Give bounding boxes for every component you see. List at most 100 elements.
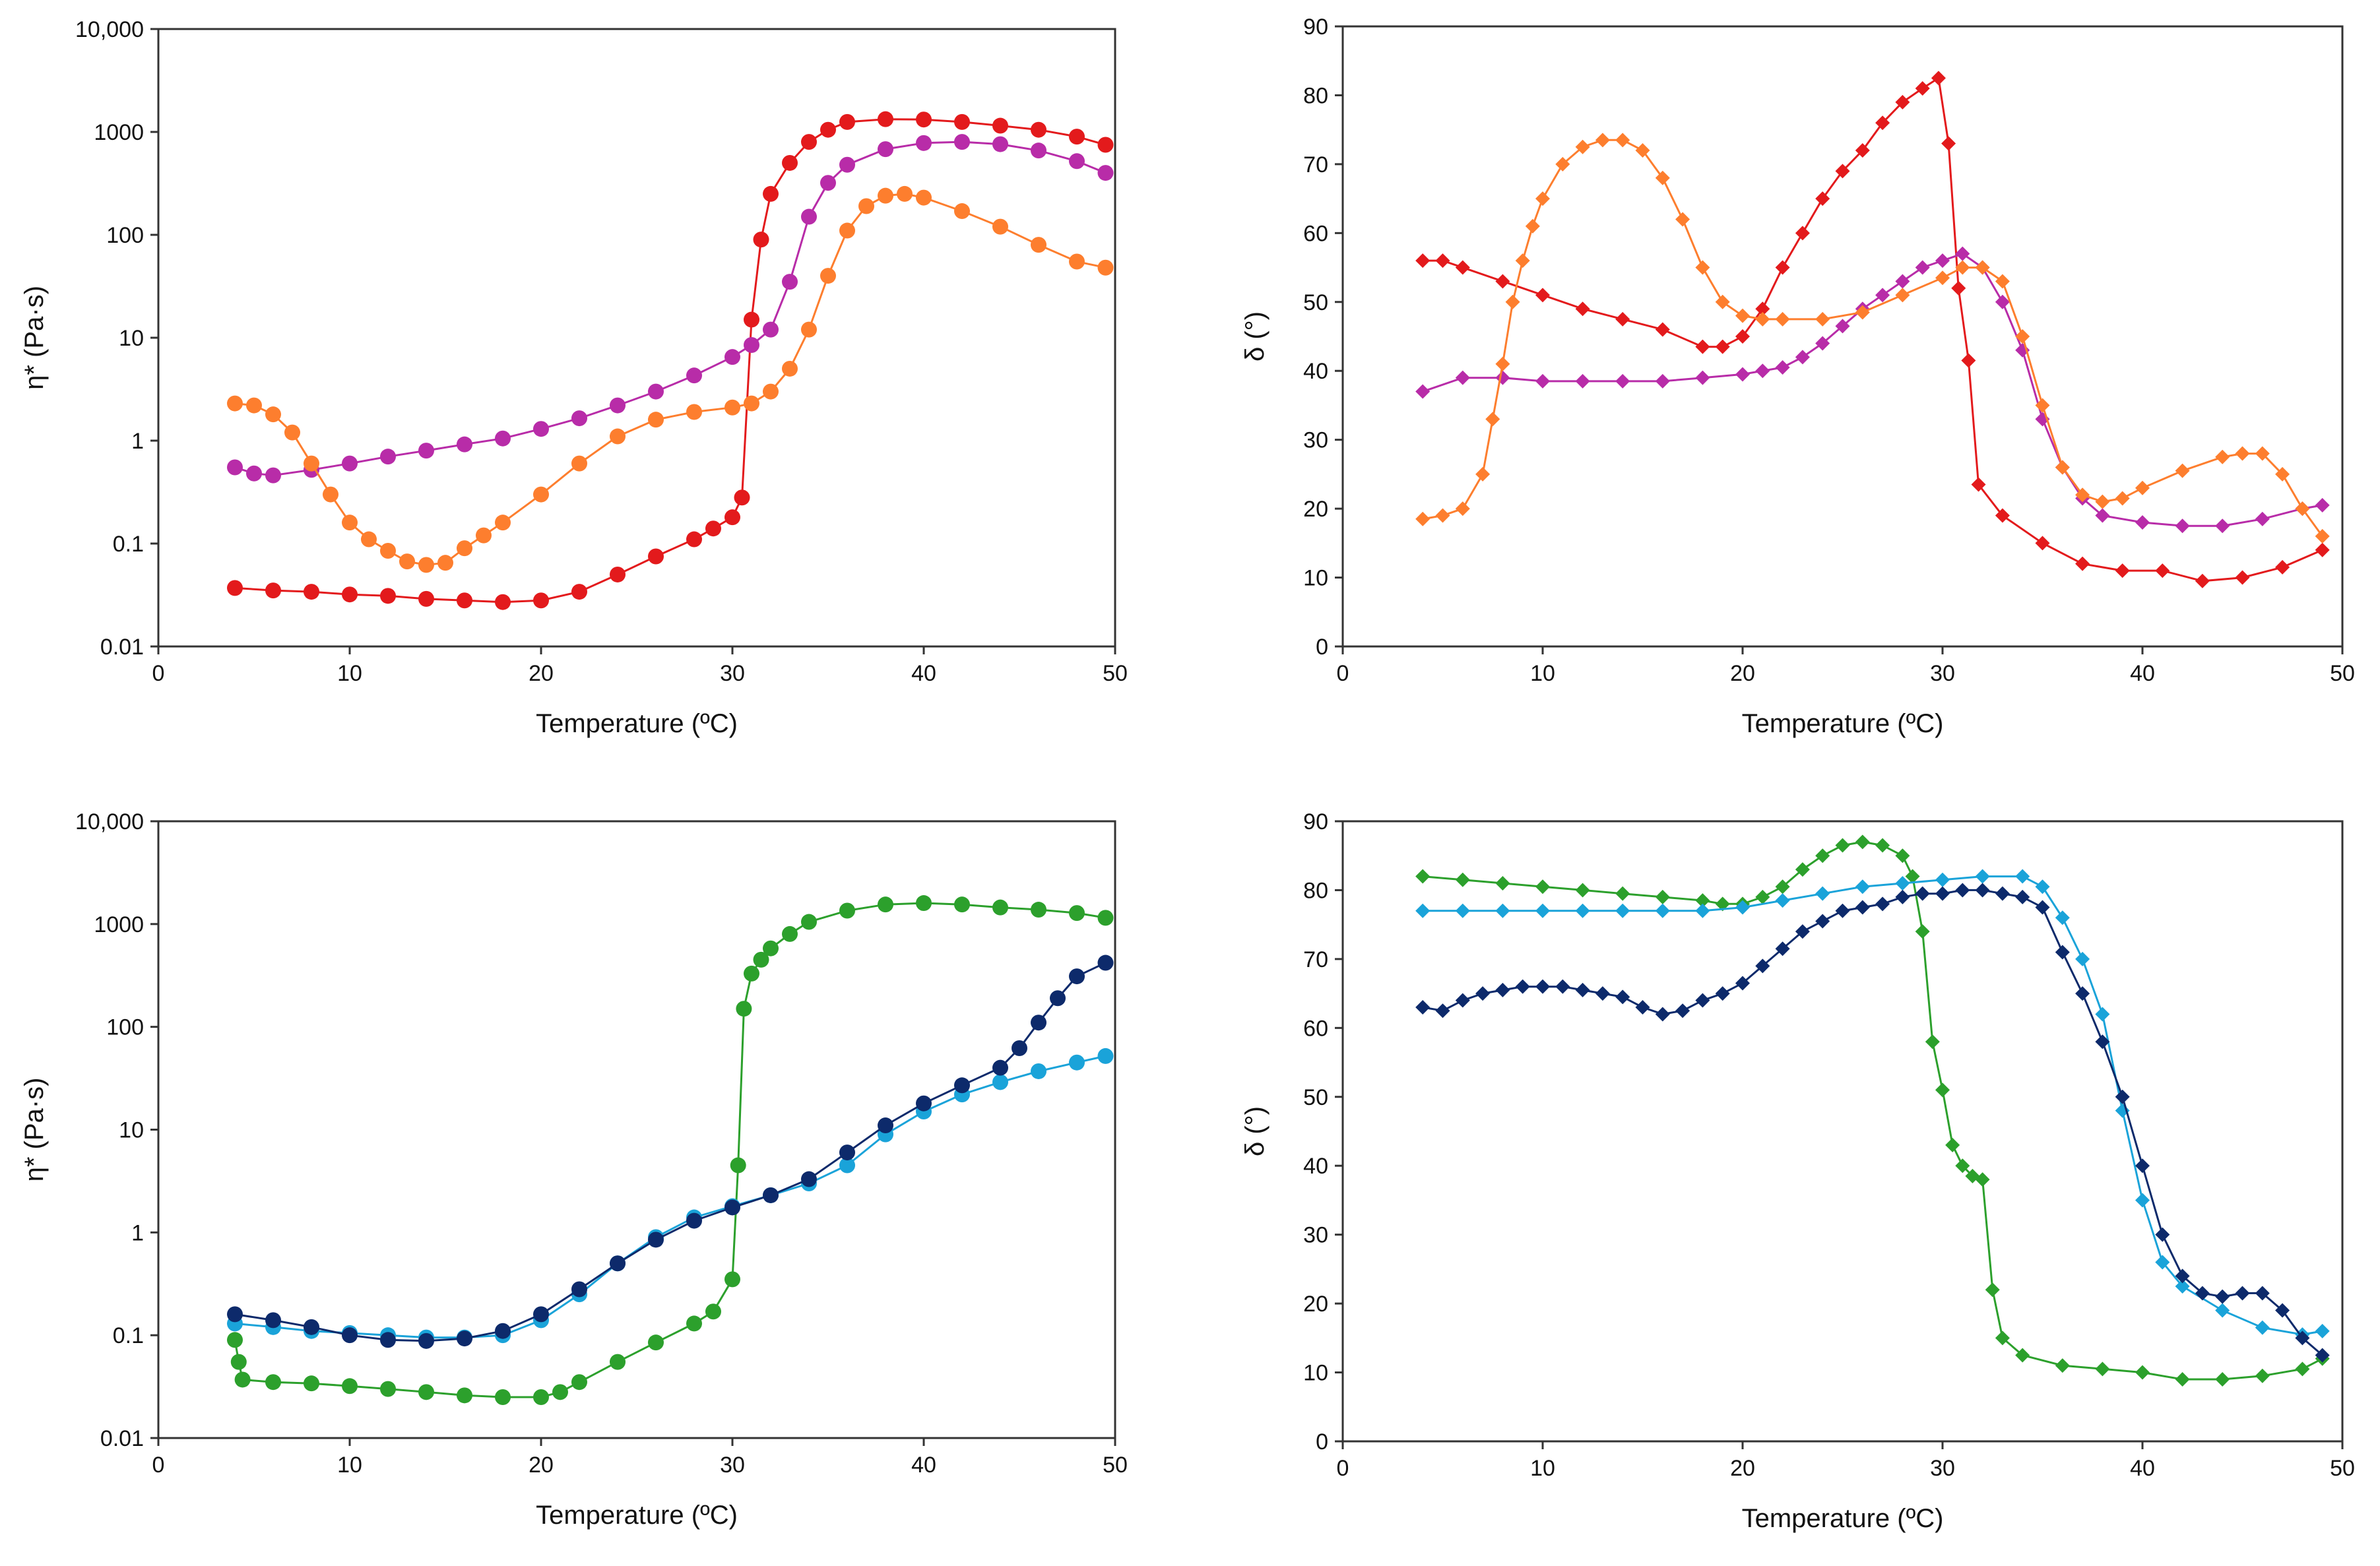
x-tick-label: 40 [911, 661, 936, 686]
data-point [246, 465, 262, 482]
data-point [1012, 1040, 1027, 1057]
y-tick-label: 80 [1303, 83, 1328, 108]
data-point [1575, 982, 1590, 997]
y-tick-label: 1 [131, 1220, 144, 1245]
data-point [1695, 893, 1710, 908]
data-point [1495, 274, 1510, 289]
data-point [1855, 305, 1870, 320]
y-tick-label: 40 [1303, 1154, 1328, 1179]
data-point [1495, 876, 1510, 891]
data-point [686, 1212, 702, 1229]
data-point [399, 553, 415, 570]
series-line-navy [234, 962, 1107, 1342]
data-point [1855, 879, 1870, 894]
data-point [1875, 288, 1890, 303]
data-point [858, 198, 874, 214]
data-point [801, 914, 817, 930]
data-point [533, 486, 549, 503]
data-point [1995, 508, 2010, 523]
data-point [1535, 979, 1550, 994]
data-point [342, 515, 358, 531]
series-line-green [234, 902, 1106, 1398]
data-point [1515, 253, 1530, 268]
data-point [1931, 71, 1946, 86]
data-point [2215, 1289, 2230, 1304]
data-point [571, 1374, 587, 1391]
series-line-green [1423, 840, 2323, 1381]
x-tick-label: 30 [1930, 1456, 1955, 1481]
series-red [227, 111, 1114, 610]
data-point [265, 1374, 281, 1391]
data-point [1031, 121, 1046, 138]
data-point [753, 951, 769, 968]
data-point [1415, 1000, 1431, 1015]
data-point [1935, 1082, 1950, 1098]
y-tick-label: 90 [1303, 809, 1328, 834]
data-point [763, 1187, 779, 1203]
data-point [744, 965, 759, 982]
x-tick-label: 10 [337, 1453, 362, 1478]
x-tick-label: 20 [1730, 661, 1755, 686]
data-point [1555, 156, 1570, 172]
data-point [1615, 989, 1630, 1005]
data-point [1695, 339, 1710, 354]
data-point [2275, 559, 2290, 575]
data-point [1775, 941, 1790, 956]
data-point [1655, 1007, 1670, 1022]
data-point [2075, 951, 2090, 966]
data-point [1069, 129, 1085, 145]
data-point [533, 1389, 549, 1405]
data-point [380, 588, 396, 604]
data-point [734, 489, 750, 506]
data-point [1695, 993, 1710, 1008]
panel-d: 0 10 20 30 40 50 0 10 20 30 40 50 60 70 80 90 Temperatur… [1240, 809, 2355, 1533]
y-axis-title: η* (Pa·s) [20, 286, 49, 390]
data-point [2175, 1279, 2190, 1294]
data-point [992, 1059, 1008, 1076]
data-point [2155, 1255, 2170, 1270]
series-line-light-blue [1423, 875, 2323, 1336]
data-point [234, 1371, 251, 1388]
data-point [418, 443, 434, 459]
data-point [1815, 848, 1830, 863]
data-point [1915, 886, 1930, 901]
data-point [648, 1232, 664, 1248]
data-point [1615, 311, 1630, 327]
data-point [1097, 259, 1114, 276]
data-point [284, 424, 300, 441]
data-point [2015, 329, 2030, 344]
data-point [839, 222, 855, 239]
data-point [1415, 903, 1431, 918]
data-point [1031, 237, 1046, 253]
data-point [533, 1306, 549, 1323]
data-point [878, 1117, 893, 1134]
data-point [495, 594, 511, 610]
data-point [839, 156, 855, 173]
data-point [1795, 350, 1810, 365]
data-point [744, 337, 759, 354]
data-point [992, 218, 1008, 235]
data-point [782, 274, 798, 290]
data-point [686, 367, 702, 384]
data-point [648, 383, 664, 400]
data-point [265, 406, 281, 423]
data-point [648, 412, 664, 428]
x-tick-label: 50 [1103, 661, 1128, 686]
x-tick-label: 30 [720, 661, 745, 686]
data-point [1985, 1282, 2000, 1298]
data-point [342, 586, 358, 603]
data-point [2175, 463, 2190, 478]
data-point [1915, 260, 1930, 275]
data-point [457, 436, 472, 453]
data-point [801, 1171, 817, 1187]
series-line-magenta [1422, 253, 2323, 527]
data-point [2075, 986, 2090, 1001]
data-point [2135, 1193, 2150, 1208]
data-point [1097, 137, 1114, 153]
data-point [801, 134, 817, 150]
plot-frame [1341, 820, 2344, 1443]
y-tick-label: 30 [1303, 428, 1328, 453]
data-point [495, 515, 511, 531]
data-point [1935, 886, 1950, 901]
y-tick-label: 50 [1303, 290, 1328, 315]
